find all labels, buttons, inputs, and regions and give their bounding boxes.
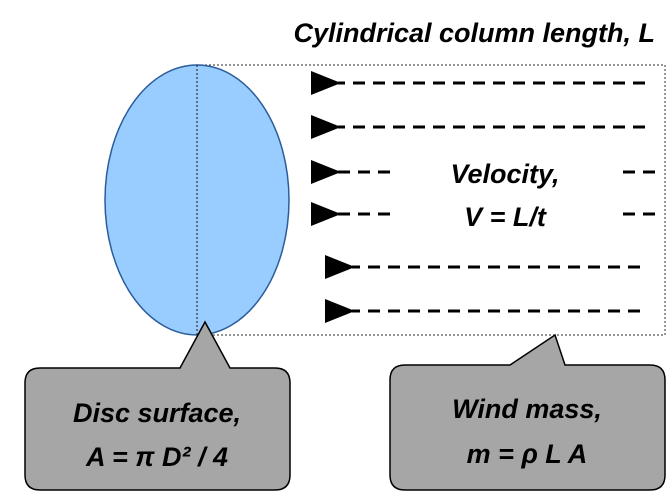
mass-label: Wind mass, — [452, 394, 602, 424]
mass-callout — [389, 333, 666, 491]
disc-formula: A = π D² / 4 — [85, 442, 228, 472]
velocity-label: Velocity, — [450, 159, 559, 189]
title: Cylindrical column length, L — [293, 18, 655, 48]
mass-formula: m = ρ L A — [467, 439, 588, 469]
disc-label: Disc surface, — [73, 398, 241, 428]
disc-callout — [24, 320, 291, 491]
velocity-formula: V = L/t — [464, 202, 547, 232]
wind-arrows — [311, 71, 655, 323]
